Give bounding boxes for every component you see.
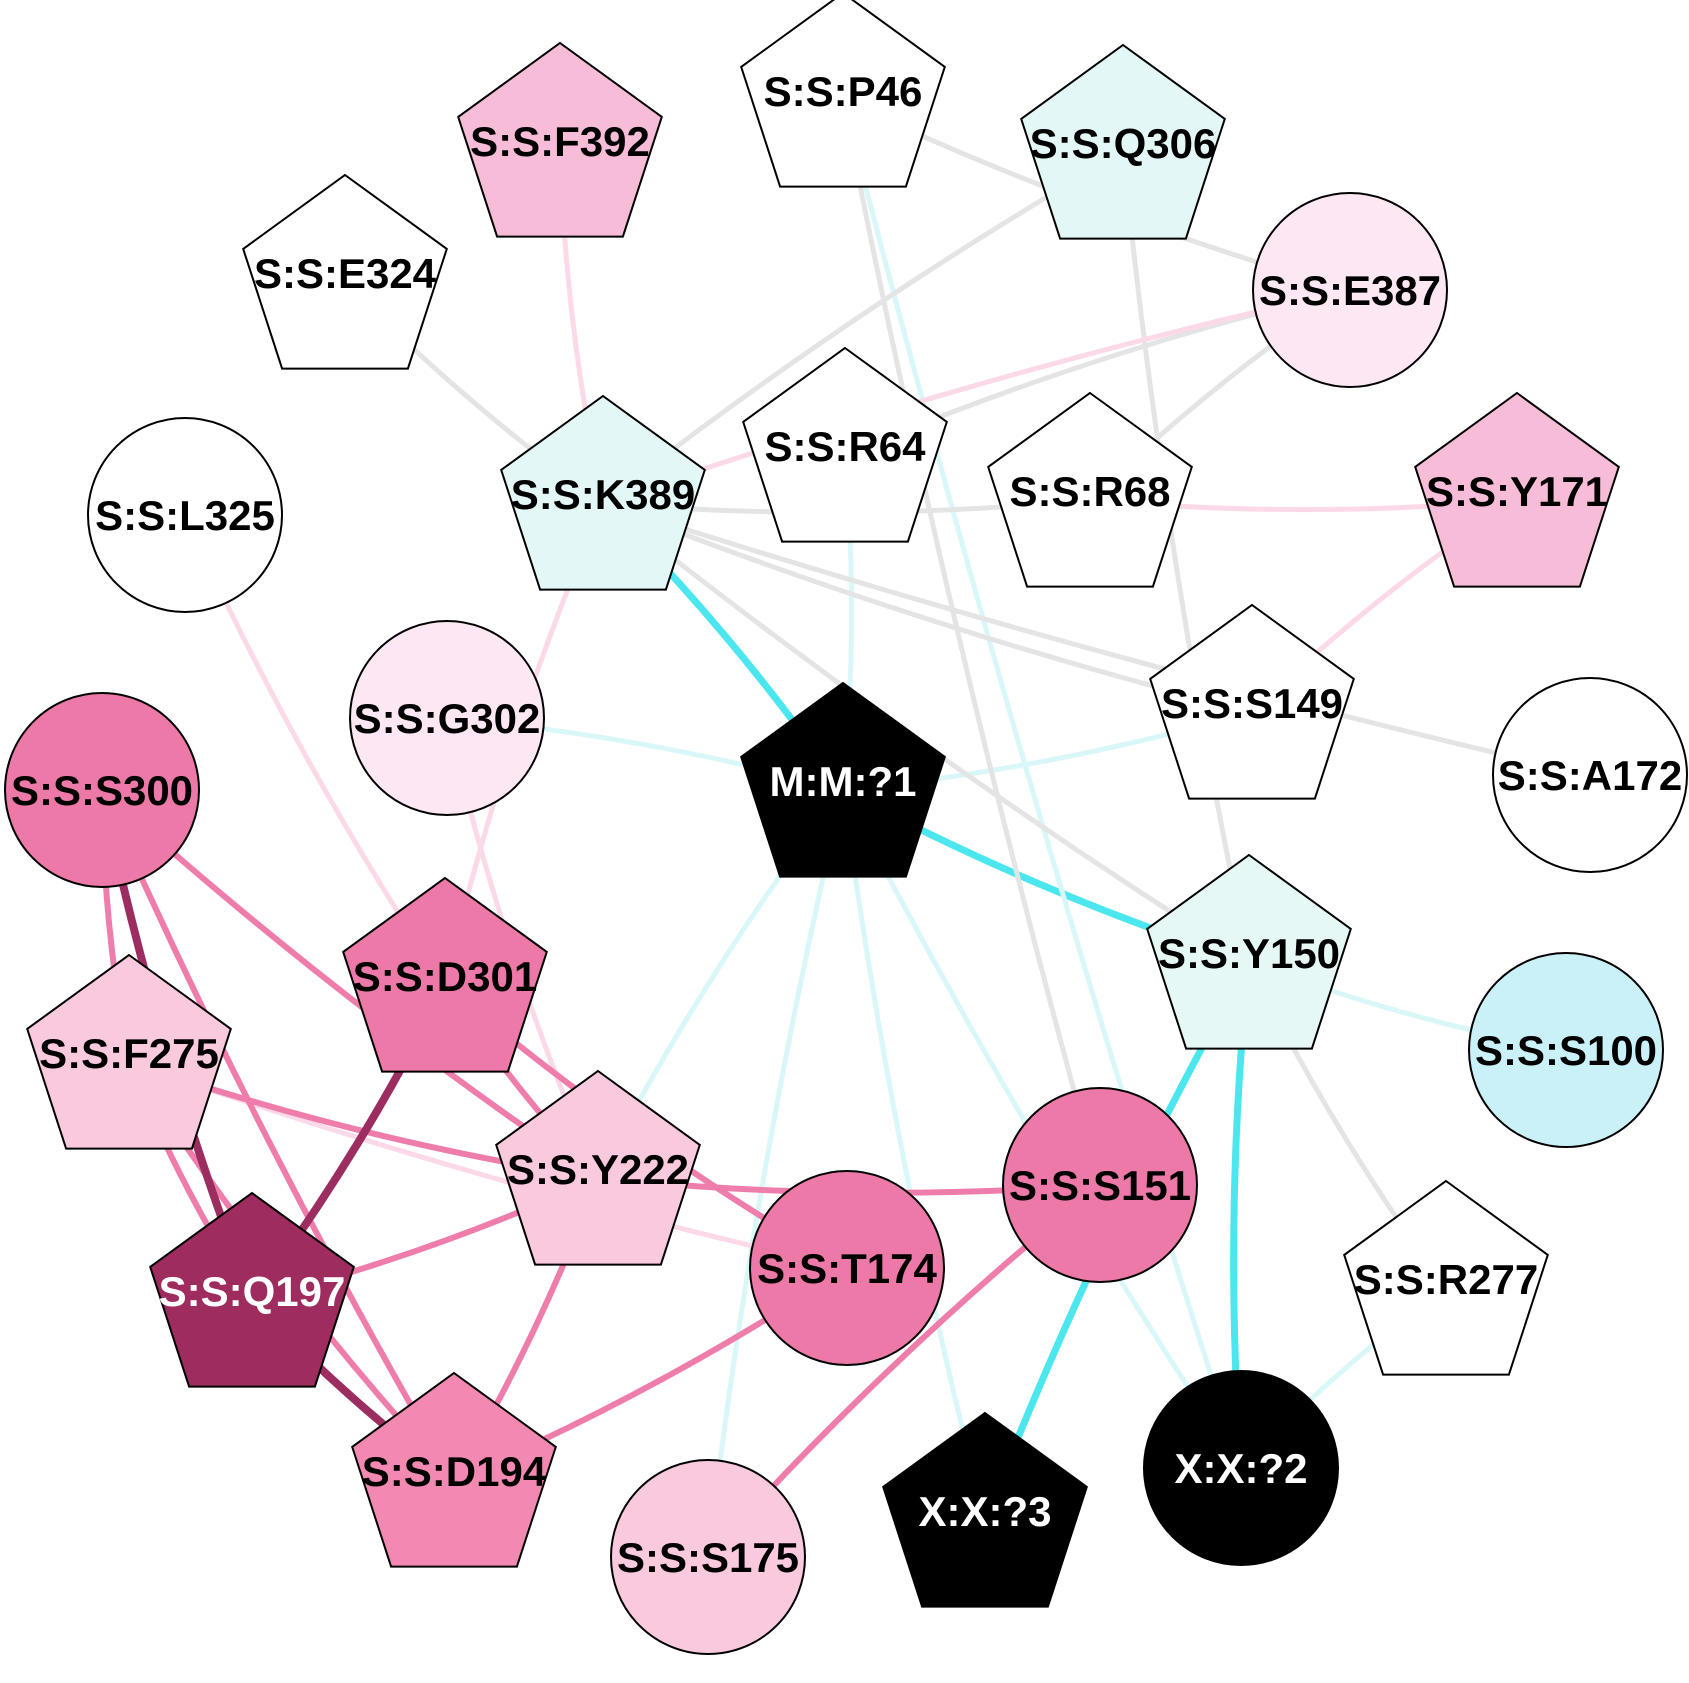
pentagon-node-shape — [1149, 603, 1355, 800]
pentagon-node-shape — [742, 346, 948, 543]
pentagon-node-shape — [26, 953, 232, 1150]
pentagon-node-shape — [457, 41, 663, 238]
edge-K389--A172 — [600, 500, 1593, 778]
node-S:S:F392[interactable]: S:S:F392 — [457, 41, 663, 238]
node-S:S:Y150[interactable]: S:S:Y150 — [1146, 853, 1352, 1050]
pentagon-node-shape — [500, 394, 706, 591]
pentagon-node-shape — [351, 1371, 557, 1568]
circle-node-shape — [610, 1459, 806, 1655]
node-S:S:S100[interactable]: S:S:S100 — [1468, 952, 1664, 1148]
node-S:S:R68[interactable]: S:S:R68 — [987, 391, 1193, 588]
node-S:S:Q306[interactable]: S:S:Q306 — [1020, 43, 1226, 240]
node-S:S:E387[interactable]: S:S:E387 — [1252, 192, 1448, 388]
circle-node-shape — [1492, 677, 1688, 873]
node-S:S:S300[interactable]: S:S:S300 — [4, 692, 200, 888]
pentagon-node-shape — [882, 1411, 1088, 1608]
node-S:S:K389[interactable]: S:S:K389 — [500, 394, 706, 591]
pentagon-node-shape — [1146, 853, 1352, 1050]
node-S:S:A172[interactable]: S:S:A172 — [1492, 677, 1688, 873]
node-S:S:L325[interactable]: S:S:L325 — [87, 417, 283, 613]
edge-Q306--Y150 — [1120, 149, 1252, 965]
node-S:S:E324[interactable]: S:S:E324 — [242, 173, 448, 370]
node-S:S:R277[interactable]: S:S:R277 — [1343, 1179, 1549, 1376]
edge-E387--K389 — [600, 287, 1353, 506]
pentagon-node-shape — [149, 1191, 355, 1388]
circle-node-shape — [4, 692, 200, 888]
circle-node-shape — [349, 620, 545, 816]
edge-S300--D194 — [99, 787, 457, 1483]
node-S:S:S151[interactable]: S:S:S151 — [1002, 1087, 1198, 1283]
circle-node-shape — [1252, 192, 1448, 388]
node-S:S:Q197[interactable]: S:S:Q197 — [149, 1191, 355, 1388]
edge-P46--X2 — [840, 97, 1244, 1471]
node-X:X:?3[interactable]: X:X:?3 — [882, 1411, 1088, 1608]
edge-M1--S175 — [705, 787, 846, 1560]
node-S:S:S149[interactable]: S:S:S149 — [1149, 603, 1355, 800]
circle-node-shape — [749, 1170, 945, 1366]
node-M:M:?1[interactable]: M:M:?1 — [740, 681, 946, 878]
pentagon-node-shape — [1343, 1179, 1549, 1376]
node-S:S:T174[interactable]: S:S:T174 — [749, 1170, 945, 1366]
circle-node-shape — [1468, 952, 1664, 1148]
pentagon-node-shape — [740, 681, 946, 878]
pentagon-node-shape — [242, 173, 448, 370]
circle-node-shape — [87, 417, 283, 613]
pentagon-node-shape — [495, 1069, 701, 1266]
node-S:S:P46[interactable]: S:S:P46 — [740, 0, 946, 188]
pentagon-node-shape — [740, 0, 946, 188]
node-S:S:D301[interactable]: S:S:D301 — [342, 876, 548, 1073]
node-S:S:G302[interactable]: S:S:G302 — [349, 620, 545, 816]
node-S:S:S175[interactable]: S:S:S175 — [610, 1459, 806, 1655]
edge-M1--X3 — [840, 787, 988, 1523]
node-S:S:F275[interactable]: S:S:F275 — [26, 953, 232, 1150]
node-X:X:?2[interactable]: X:X:?2 — [1143, 1370, 1339, 1566]
edge-P46--S151 — [840, 97, 1103, 1188]
pentagon-node-shape — [342, 876, 548, 1073]
node-S:S:Y171[interactable]: S:S:Y171 — [1414, 391, 1620, 588]
circle-node-shape — [1002, 1087, 1198, 1283]
pentagon-node-shape — [1414, 391, 1620, 588]
circle-node-shape — [1143, 1370, 1339, 1566]
pentagon-node-shape — [1020, 43, 1226, 240]
pentagon-node-shape — [987, 391, 1193, 588]
